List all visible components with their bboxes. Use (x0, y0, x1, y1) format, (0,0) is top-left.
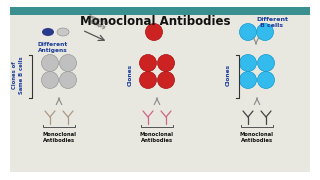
Circle shape (140, 55, 156, 71)
Text: Clones: Clones (226, 64, 230, 86)
Text: Clones of
Same B cells: Clones of Same B cells (12, 56, 24, 94)
Circle shape (258, 71, 275, 89)
Ellipse shape (57, 28, 69, 36)
Circle shape (157, 55, 174, 71)
Text: Monoclonal
Antibodies: Monoclonal Antibodies (140, 132, 174, 143)
Circle shape (60, 71, 76, 89)
Bar (10, 7, 310, 15)
Text: Different
B cells: Different B cells (256, 17, 288, 28)
Circle shape (239, 71, 257, 89)
Text: Monoclonal Antibodies: Monoclonal Antibodies (80, 15, 230, 28)
Circle shape (239, 24, 257, 40)
Circle shape (60, 55, 76, 71)
Circle shape (42, 71, 59, 89)
Circle shape (42, 55, 59, 71)
Text: Monoclonal
Antibodies: Monoclonal Antibodies (240, 132, 274, 143)
Circle shape (146, 24, 163, 40)
Circle shape (239, 55, 257, 71)
Ellipse shape (42, 28, 54, 36)
Circle shape (258, 55, 275, 71)
Text: Clones: Clones (127, 64, 132, 86)
Circle shape (157, 71, 174, 89)
Text: Separate
Multiply: Separate Multiply (85, 13, 109, 31)
Text: Different
Antigens: Different Antigens (38, 42, 68, 53)
Text: Monoclonal
Antibodies: Monoclonal Antibodies (42, 132, 76, 143)
Circle shape (257, 24, 274, 40)
Circle shape (140, 71, 156, 89)
